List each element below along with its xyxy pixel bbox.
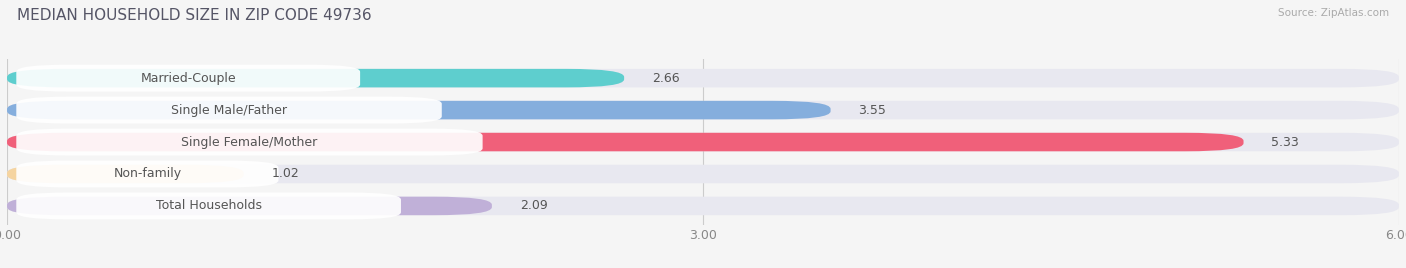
Text: Married-Couple: Married-Couple: [141, 72, 236, 85]
FancyBboxPatch shape: [7, 69, 1399, 87]
Text: 3.55: 3.55: [859, 104, 886, 117]
FancyBboxPatch shape: [7, 69, 624, 87]
FancyBboxPatch shape: [7, 133, 1243, 151]
FancyBboxPatch shape: [7, 165, 243, 183]
Text: 1.02: 1.02: [271, 168, 299, 180]
Text: 2.66: 2.66: [652, 72, 679, 85]
Text: 5.33: 5.33: [1271, 136, 1299, 148]
FancyBboxPatch shape: [7, 101, 1399, 119]
Text: MEDIAN HOUSEHOLD SIZE IN ZIP CODE 49736: MEDIAN HOUSEHOLD SIZE IN ZIP CODE 49736: [17, 8, 371, 23]
FancyBboxPatch shape: [17, 65, 360, 92]
Text: Single Female/Mother: Single Female/Mother: [181, 136, 318, 148]
Text: Single Male/Father: Single Male/Father: [172, 104, 287, 117]
FancyBboxPatch shape: [7, 101, 831, 119]
FancyBboxPatch shape: [17, 161, 278, 187]
FancyBboxPatch shape: [7, 165, 1399, 183]
FancyBboxPatch shape: [7, 197, 1399, 215]
FancyBboxPatch shape: [17, 129, 482, 155]
Text: Source: ZipAtlas.com: Source: ZipAtlas.com: [1278, 8, 1389, 18]
FancyBboxPatch shape: [17, 97, 441, 124]
FancyBboxPatch shape: [7, 133, 1399, 151]
Text: 2.09: 2.09: [520, 199, 547, 213]
FancyBboxPatch shape: [17, 192, 401, 219]
FancyBboxPatch shape: [7, 197, 492, 215]
Text: Non-family: Non-family: [114, 168, 181, 180]
Text: Total Households: Total Households: [156, 199, 262, 213]
